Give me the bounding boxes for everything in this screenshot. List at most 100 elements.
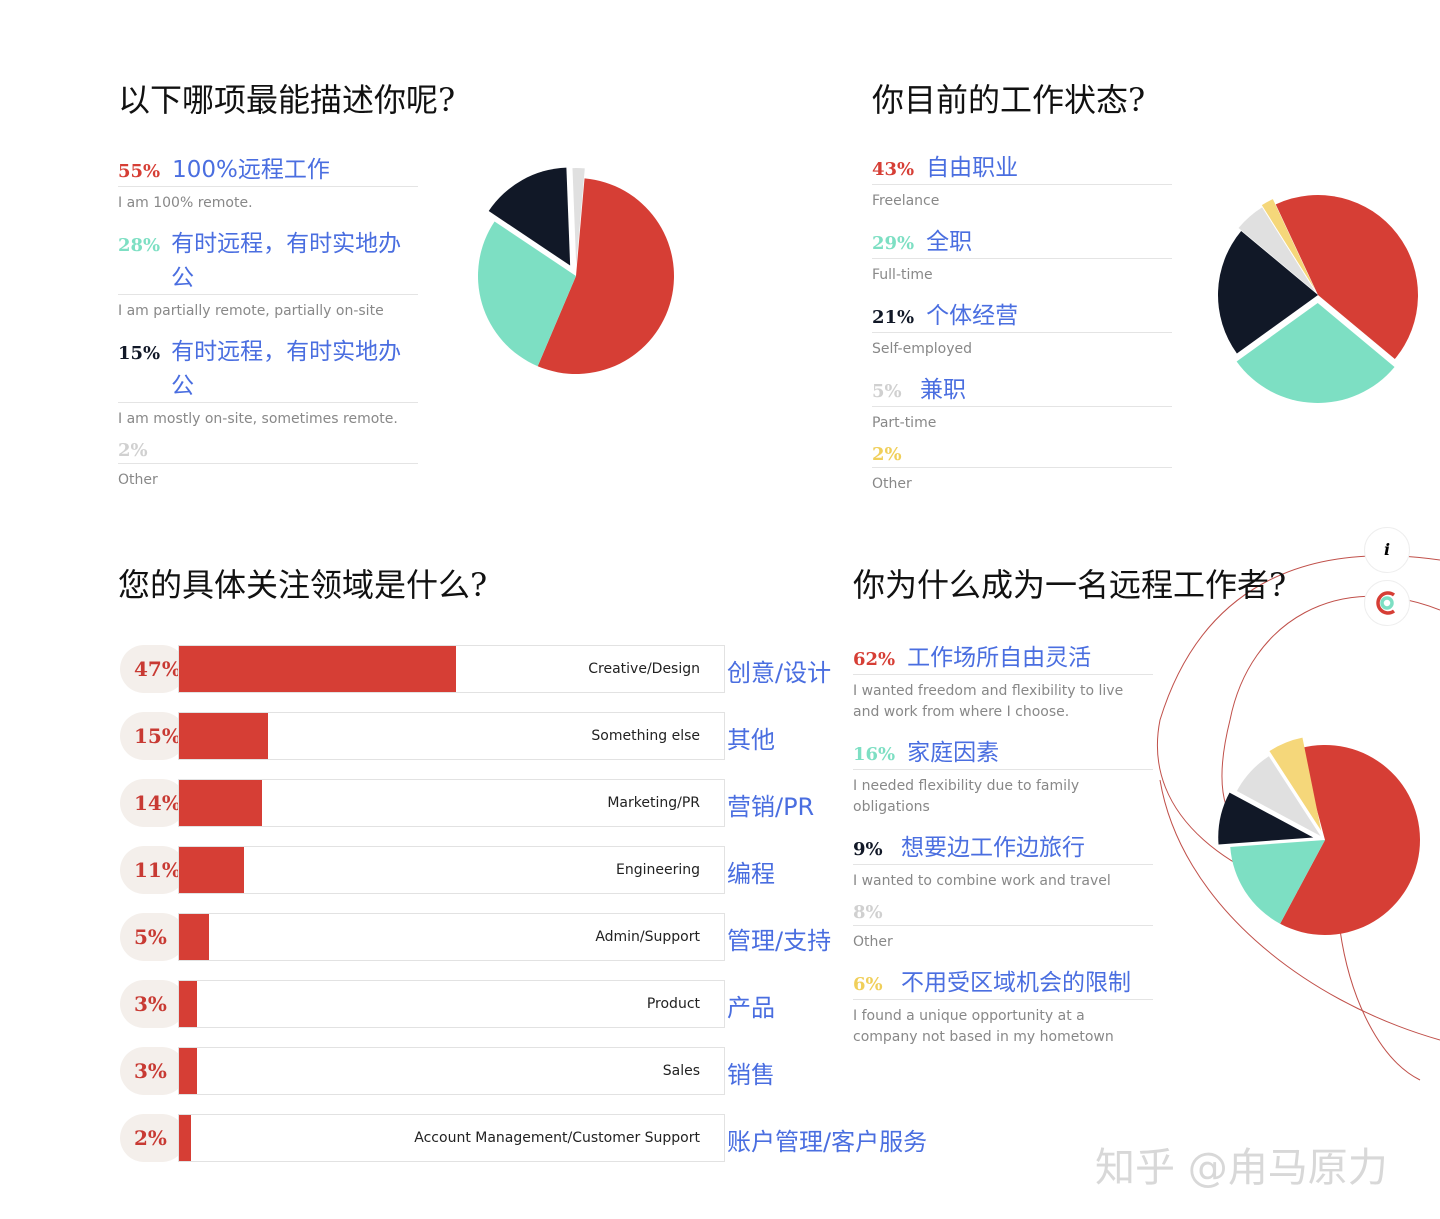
bar-label-en: Something else <box>591 728 700 744</box>
legend-pct: 9% <box>853 839 883 860</box>
bar-pct: 3% <box>120 980 186 1028</box>
bar-label-en: Admin/Support <box>595 929 700 945</box>
bar-label-zh: 销售 <box>727 1061 775 1089</box>
bar-pct: 5% <box>120 913 186 961</box>
legend-item: 28% 有时远程，有时实地办公 I am partially remote, par… <box>118 224 418 322</box>
bar-label-en: Creative/Design <box>588 661 700 677</box>
bar-track: Product <box>178 980 725 1028</box>
bar-label-en: Sales <box>662 1063 700 1079</box>
legend-item: 9% 想要边工作边旅行 I wanted to combine work and t… <box>853 828 1153 892</box>
bar-fill <box>179 1115 191 1161</box>
bar-track: Engineering <box>178 846 725 894</box>
legend-pct: 5% <box>872 381 902 402</box>
legend-pct: 2% <box>872 444 902 465</box>
pie-slice <box>1236 302 1395 403</box>
legend-item: 29% 全职 Full-time <box>872 222 1172 286</box>
legend-label-zh: 个体经营 <box>926 303 1019 329</box>
legend-item: 8% Other <box>853 902 1153 953</box>
pie-slice <box>1269 737 1322 831</box>
chart3-title: 您的具体关注领域是什么? <box>118 566 488 604</box>
chart4-legend: 62% 工作场所自由灵活 I wanted freedom and flexibil… <box>853 638 1153 1058</box>
bar-label-en: Marketing/PR <box>607 795 700 811</box>
chart1-pie <box>477 167 675 374</box>
bar-label-zh: 管理/支持 <box>727 927 832 955</box>
legend-label-zh: 100%远程工作 <box>172 157 330 183</box>
legend-label-en: I am 100% remote. <box>118 195 253 211</box>
pie-slice <box>1238 207 1316 292</box>
legend-label-zh: 有时远程，有时实地办公 <box>171 339 402 399</box>
legend-label-zh: 工作场所自由灵活 <box>907 645 1092 671</box>
legend-label-zh: 想要边工作边旅行 <box>901 835 1085 861</box>
legend-pct: 8% <box>853 902 883 923</box>
legend-item: 62% 工作场所自由灵活 I wanted freedom and flexibil… <box>853 638 1153 723</box>
legend-label-zh: 家庭因素 <box>907 740 1000 766</box>
bar-fill <box>179 914 209 960</box>
legend-label-en: Other <box>872 476 912 492</box>
legend-pct: 21% <box>872 307 915 328</box>
bar-label-en: Product <box>646 996 700 1012</box>
legend-item: 55% 100%远程工作 I am 100% remote. <box>118 150 418 214</box>
bar-track: Marketing/PR <box>178 779 725 827</box>
legend-label-en: Self-employed <box>872 341 972 357</box>
bar-track: Account Management/Customer Support <box>178 1114 725 1162</box>
legend-pct: 62% <box>853 649 896 670</box>
legend-item: 16% 家庭因素 I needed flexibility due to famil… <box>853 733 1153 818</box>
legend-label-en: Freelance <box>872 193 940 209</box>
chart4-pie <box>1218 737 1420 936</box>
legend-item: 43% 自由职业 Freelance <box>872 148 1172 212</box>
bar-fill <box>179 1048 197 1094</box>
legend-label-en: I wanted freedom and flexibility to live… <box>853 683 1124 720</box>
bar-pct: 15% <box>120 712 186 760</box>
pie-slice <box>1218 230 1318 354</box>
bar-pct: 14% <box>120 779 186 827</box>
bar-fill <box>179 713 268 759</box>
pie-slice <box>1218 792 1314 845</box>
info-button[interactable]: i <box>1364 527 1410 573</box>
bar-pct: 11% <box>120 846 186 894</box>
legend-item: 2% Other <box>118 440 418 491</box>
bar-pct: 47% <box>120 645 186 693</box>
info-icon: i <box>1383 540 1391 559</box>
pie-slice <box>1275 194 1418 360</box>
bar-fill <box>179 847 244 893</box>
pie-slice <box>537 178 675 374</box>
legend-label-en: Other <box>118 472 158 488</box>
chart2-pie <box>1218 194 1418 403</box>
chart1-title: 以下哪项最能描述你呢? <box>118 81 456 119</box>
legend-pct: 6% <box>853 974 883 995</box>
legend-pct: 2% <box>118 440 148 461</box>
legend-label-en: I am partially remote, partially on-site <box>118 303 384 319</box>
legend-label-zh: 兼职 <box>920 377 966 403</box>
chart2-legend: 43% 自由职业 Freelance 29% 全职 Full-time 21% 个体经营 Sel… <box>872 148 1172 505</box>
pie-slice <box>1236 756 1321 836</box>
bar-label-zh: 创意/设计 <box>727 659 832 687</box>
bar-track: Sales <box>178 1047 725 1095</box>
legend-pct: 29% <box>872 233 915 254</box>
bar-label-en: Engineering <box>616 862 700 878</box>
legend-item: 21% 个体经营 Self-employed <box>872 296 1172 360</box>
bar-fill <box>179 981 197 1027</box>
bar-label-zh: 营销/PR <box>727 793 815 821</box>
legend-pct: 16% <box>853 744 896 765</box>
bar-track: Something else <box>178 712 725 760</box>
pie-slice <box>488 167 571 266</box>
pie-slice <box>1230 840 1325 924</box>
pie-slice <box>572 168 585 267</box>
legend-label-en: I found a unique opportunity at a compan… <box>853 1008 1114 1045</box>
legend-label-en: I needed flexibility due to family oblig… <box>853 778 1080 815</box>
legend-pct: 55% <box>118 161 161 182</box>
watermark: 知乎 @甪马原力 <box>1095 1145 1388 1191</box>
bar-fill <box>179 780 262 826</box>
legend-label-zh: 全职 <box>926 229 973 255</box>
bar-pct: 2% <box>120 1114 186 1162</box>
legend-label-en: I wanted to combine work and travel <box>853 873 1111 889</box>
brand-button[interactable] <box>1364 580 1410 626</box>
bar-label-en: Account Management/Customer Support <box>414 1130 700 1146</box>
legend-label-en: Other <box>853 934 893 950</box>
pie-slice <box>1261 199 1316 290</box>
chart4-title: 你为什么成为一名远程工作者? <box>853 566 1287 604</box>
brand-logo-icon <box>1376 591 1396 615</box>
legend-item: 5% 兼职 Part-time <box>872 370 1172 434</box>
bar-label-zh: 产品 <box>727 994 775 1022</box>
